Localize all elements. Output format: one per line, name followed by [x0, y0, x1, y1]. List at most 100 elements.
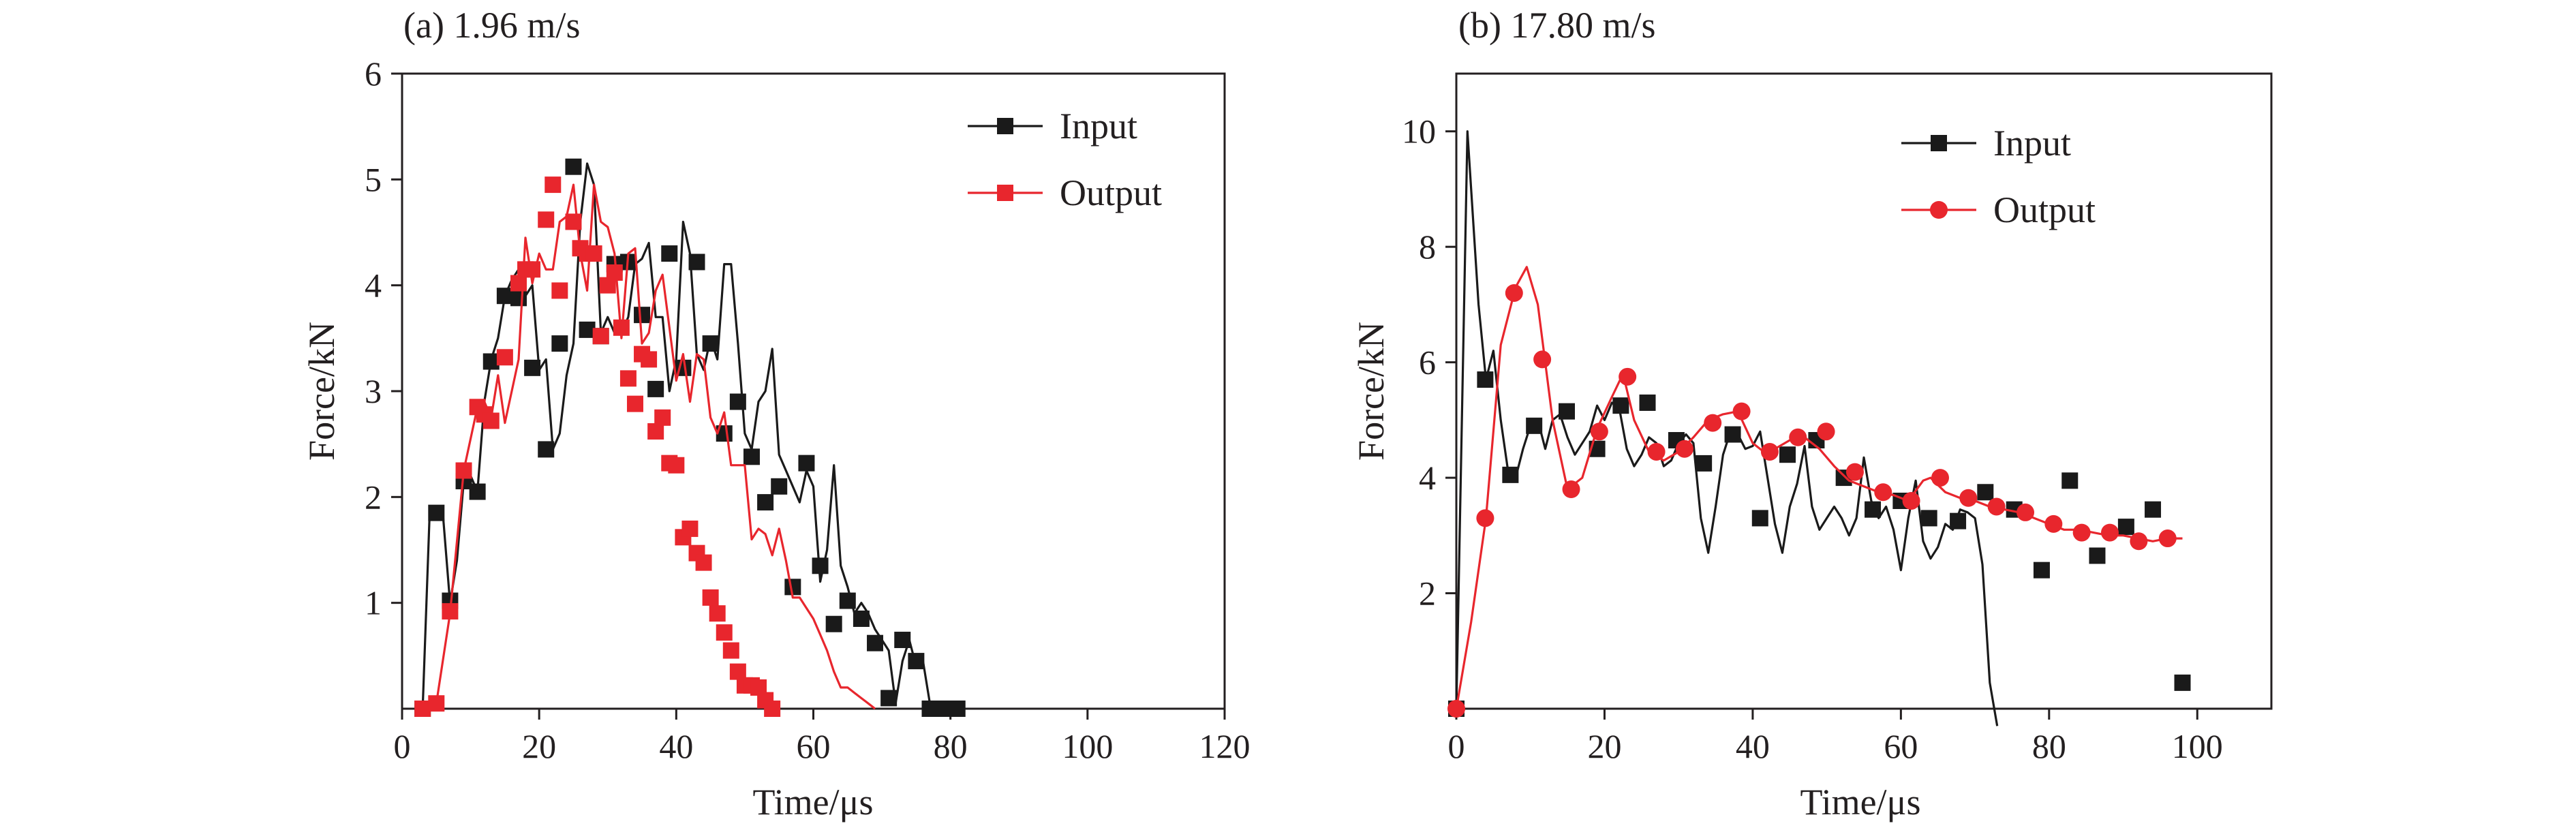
- panel-a-output-point: [668, 457, 685, 474]
- panel-a-y-tick-label: 2: [365, 478, 382, 516]
- panel-a-output-point: [482, 412, 500, 429]
- panel-b-y-tick-label: 4: [1419, 459, 1436, 497]
- panel-a-y-ticks: [391, 72, 402, 604]
- panel-b-input-point: [2089, 547, 2106, 564]
- panel-b-input-point: [1559, 403, 1576, 420]
- panel-b-input-point: [1502, 466, 1519, 483]
- panel-b-output-point: [2044, 514, 2063, 533]
- panel-a-input-point: [771, 478, 788, 495]
- panel-a-legend-output-marker: [997, 185, 1013, 201]
- panel-a-input-point: [538, 441, 555, 458]
- panel-b-output-point: [1987, 497, 2006, 516]
- panel-a-y-tick-label: 6: [365, 55, 382, 93]
- panel-a-output-point: [626, 395, 643, 412]
- panel-b-output-point: [1704, 414, 1722, 432]
- panel-a-y-tick-label: 3: [365, 372, 382, 410]
- panel-a-x-tick-label: 60: [797, 727, 831, 765]
- panel-b-output-point: [1505, 283, 1523, 302]
- panel-a-input-point: [757, 494, 774, 511]
- panel-b-input-point: [1920, 510, 1937, 527]
- panel-b-input-point: [1696, 455, 1713, 472]
- panel-b-legend-output-marker: [1930, 201, 1948, 219]
- panel-b-input-point: [2145, 501, 2162, 518]
- panel-b-output-point: [2100, 523, 2119, 542]
- panel-b-output-point: [1789, 428, 1807, 446]
- panel-a-input-point: [579, 321, 596, 338]
- panel-b-input-point: [1724, 426, 1741, 443]
- panel-b-input-point: [1977, 484, 1994, 501]
- panel-b-legend-output-label: Output: [1993, 189, 2096, 230]
- panel-a-output-point: [764, 701, 781, 717]
- panel-a-input-point: [510, 290, 527, 307]
- panel-a-legend-input-label: Input: [1060, 106, 1137, 147]
- panel-b-x-tick-labels: 0 20 40 60 80 100: [1448, 727, 2223, 765]
- panel-a-input-point: [688, 253, 705, 271]
- panel-b-input-point: [1639, 394, 1656, 411]
- panel-a-title: (a) 1.96 m/s: [403, 5, 580, 46]
- panel-a-legend-input-marker: [997, 118, 1013, 134]
- panel-a-output-point: [647, 423, 664, 440]
- panel-b-output-point: [2017, 503, 2035, 521]
- panel-a-input-point: [743, 448, 760, 465]
- panel-b-output-point: [1533, 350, 1552, 369]
- panel-a-x-tick-label: 20: [522, 727, 556, 765]
- panel-b-output-point: [1845, 463, 1864, 481]
- panel-a-output-line: [422, 183, 876, 710]
- panel-b-output-point: [1675, 440, 1693, 458]
- panel-b-plot-frame: [1455, 72, 2273, 710]
- panel-b-legend-input-marker: [1931, 135, 1947, 151]
- panel-a-input-point: [702, 335, 719, 352]
- panel-a-input-line: [421, 162, 951, 710]
- panel-b-output-point: [1562, 480, 1580, 499]
- panel-a-input-point: [496, 288, 513, 305]
- panel-b-y-ticks: [1445, 130, 1456, 595]
- panel-a-input-point: [551, 335, 568, 352]
- panel-a-x-tick-label: 80: [934, 727, 968, 765]
- panel-a-series-output: [414, 176, 876, 717]
- panel-b-output-point: [1902, 491, 1920, 510]
- panel-b-series-output: [1447, 266, 2183, 718]
- panel-a-input-point: [935, 701, 952, 717]
- panel-b-input-point: [2117, 519, 2134, 536]
- panel-b-output-point: [1931, 469, 1949, 487]
- panel-a-output-point: [654, 409, 671, 426]
- panel-b-title: (b) 17.80 m/s: [1458, 5, 1656, 46]
- panel-b-input-point: [1612, 397, 1629, 414]
- panel-b-input-point: [1477, 371, 1494, 388]
- panel-a-x-tick-label: 120: [1199, 727, 1251, 765]
- panel-a-input-point: [880, 690, 898, 707]
- panel-b-output-point: [2072, 523, 2091, 542]
- panel-a-input-point: [428, 504, 445, 521]
- panel-b-output-point: [1476, 509, 1494, 527]
- panel-b-x-tick-label: 40: [1736, 727, 1770, 765]
- panel-a-output-point: [716, 624, 733, 641]
- panel-b-y-axis-label: Force/kN: [1351, 322, 1392, 461]
- panel-b-y-tick-label: 8: [1419, 228, 1436, 266]
- panel-a-y-tick-label: 4: [365, 266, 382, 305]
- panel-b-output-point: [2130, 532, 2148, 551]
- panel-a-plot-frame: [401, 72, 1226, 710]
- panel-b-x-axis-label: Time/μs: [1800, 782, 1920, 823]
- panel-a-input-point: [839, 592, 856, 609]
- panel-a-output-point: [551, 282, 568, 299]
- panel-b-input-point: [1779, 446, 1796, 463]
- panel-a-output-point: [681, 520, 699, 537]
- panel-a-output-point: [524, 261, 541, 278]
- panel-a-input-point: [469, 483, 486, 500]
- panel-a-y-tick-label: 1: [365, 584, 382, 622]
- panel-b-y-tick-labels: 2 4 6 8 10: [1402, 112, 1436, 613]
- panel-a-output-point: [455, 462, 472, 479]
- panel-b-output-point: [1619, 367, 1637, 386]
- panel-b: (b) 17.80 m/s 0 20 40 60 80 100 2 4 6 8 10 Time/μ…: [1351, 5, 2273, 823]
- panel-b-x-tick-label: 100: [2172, 727, 2223, 765]
- panel-b-y-tick-label: 10: [1402, 112, 1436, 151]
- panel-a-input-point: [949, 701, 966, 717]
- panel-a-output-point: [606, 264, 623, 281]
- panel-b-legend-input-label: Input: [1993, 123, 2071, 164]
- panel-a-input-point: [482, 353, 500, 370]
- panel-a-output-point: [538, 211, 555, 228]
- panel-a-output-point: [565, 213, 582, 230]
- panel-b-y-tick-label: 6: [1419, 343, 1436, 382]
- panel-a-x-tick-label: 40: [659, 727, 693, 765]
